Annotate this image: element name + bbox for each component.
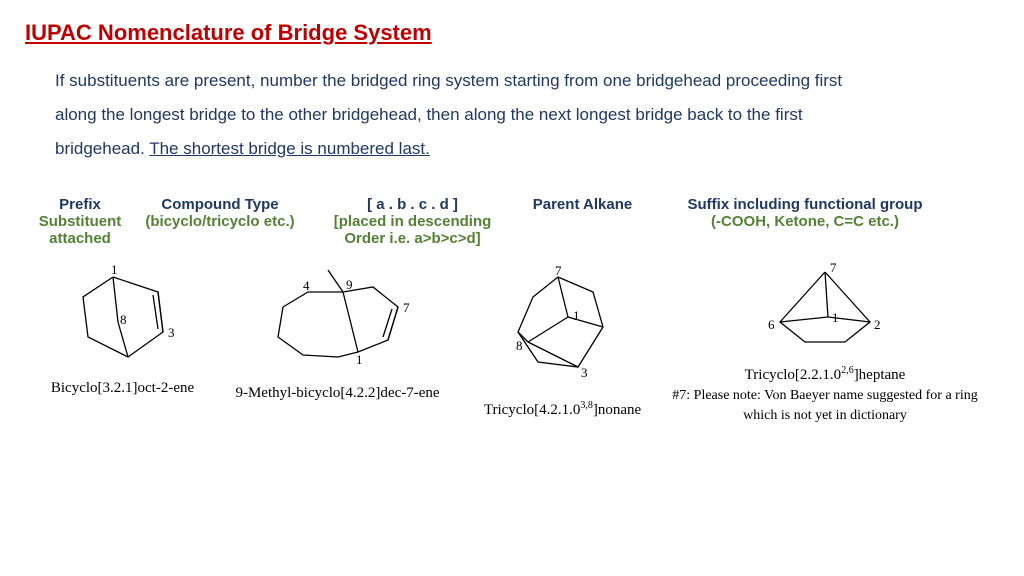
s3-n1: 1	[573, 308, 580, 323]
prefix-top: Prefix	[25, 196, 135, 213]
s4-cap-sup: 2,6	[841, 365, 854, 376]
structure-1-svg: 1 3 8	[58, 262, 188, 372]
s3-n7: 7	[555, 263, 562, 278]
bracket-sub1: [placed in descending	[305, 213, 520, 230]
bracket-sub2: Order i.e. a>b>c>d]	[305, 230, 520, 247]
s4-cap-a: Tricyclo[2.2.1.0	[745, 367, 842, 383]
col-parent: Parent Alkane	[520, 196, 645, 247]
rule-paragraph: If substituents are present, number the …	[55, 64, 999, 166]
rule-line1: If substituents are present, number the …	[55, 71, 842, 90]
structure-4: 1 2 6 7 Tricyclo[2.2.1.02,6]heptane #7: …	[670, 262, 980, 424]
s3-caption: Tricyclo[4.2.1.03,8]nonane	[455, 400, 670, 419]
suffix-sub: (-COOH, Ketone, C=C etc.)	[645, 213, 965, 230]
s4-n7: 7	[830, 262, 837, 275]
s3-cap-a: Tricyclo[4.2.1.0	[484, 402, 581, 418]
s2-n4: 4	[303, 278, 310, 293]
rule-line3a: bridgehead.	[55, 139, 149, 158]
s4-cap-b: ]heptane	[854, 367, 906, 383]
compound-top: Compound Type	[135, 196, 305, 213]
bracket-top: [ a . b . c . d ]	[305, 196, 520, 213]
structure-4-svg: 1 2 6 7	[750, 262, 900, 357]
s1-n3: 3	[168, 325, 175, 340]
col-prefix: Prefix Substituent attached	[25, 196, 135, 247]
s3-cap-sup: 3,8	[580, 400, 593, 411]
s4-n1: 1	[832, 310, 839, 325]
s2-n7: 7	[403, 300, 410, 315]
s3-n8: 8	[516, 338, 523, 353]
s4-n6: 6	[768, 317, 775, 332]
format-row: Prefix Substituent attached Compound Typ…	[25, 196, 999, 247]
s4-caption: Tricyclo[2.2.1.02,6]heptane	[670, 365, 980, 384]
s3-n3: 3	[581, 365, 588, 380]
s2-n9: 9	[346, 277, 353, 292]
rule-line3b: The shortest bridge is numbered last.	[149, 139, 430, 158]
s4-note2: which is not yet in dictionary	[670, 408, 980, 424]
structures-row: 1 3 8 Bicyclo[3.2.1]oct-2-ene 1 4 7 9 9-…	[25, 262, 999, 424]
col-compound: Compound Type (bicyclo/tricyclo etc.)	[135, 196, 305, 247]
structure-3: 1 3 7 8 Tricyclo[4.2.1.03,8]nonane	[455, 262, 670, 419]
s2-n1: 1	[356, 352, 363, 367]
s1-n1: 1	[111, 262, 118, 277]
s4-n2: 2	[874, 317, 881, 332]
suffix-top: Suffix including functional group	[645, 196, 965, 213]
s3-cap-b: ]nonane	[593, 402, 641, 418]
s1-n8: 8	[120, 312, 127, 327]
page-title: IUPAC Nomenclature of Bridge System	[25, 20, 999, 46]
structure-3-svg: 1 3 7 8	[488, 262, 638, 392]
col-bracket: [ a . b . c . d ] [placed in descending …	[305, 196, 520, 247]
s1-caption: Bicyclo[3.2.1]oct-2-ene	[25, 380, 220, 397]
s4-note1: #7: Please note: Von Baeyer name suggest…	[670, 388, 980, 404]
parent-top: Parent Alkane	[520, 196, 645, 213]
structure-2: 1 4 7 9 9-Methyl-bicyclo[4.2.2]dec-7-ene	[220, 262, 455, 402]
s2-caption: 9-Methyl-bicyclo[4.2.2]dec-7-ene	[220, 385, 455, 402]
prefix-sub: Substituent attached	[25, 213, 135, 247]
compound-sub: (bicyclo/tricyclo etc.)	[135, 213, 305, 230]
structure-1: 1 3 8 Bicyclo[3.2.1]oct-2-ene	[25, 262, 220, 397]
rule-line2: along the longest bridge to the other br…	[55, 105, 803, 124]
col-suffix: Suffix including functional group (-COOH…	[645, 196, 965, 247]
structure-2-svg: 1 4 7 9	[248, 262, 428, 377]
